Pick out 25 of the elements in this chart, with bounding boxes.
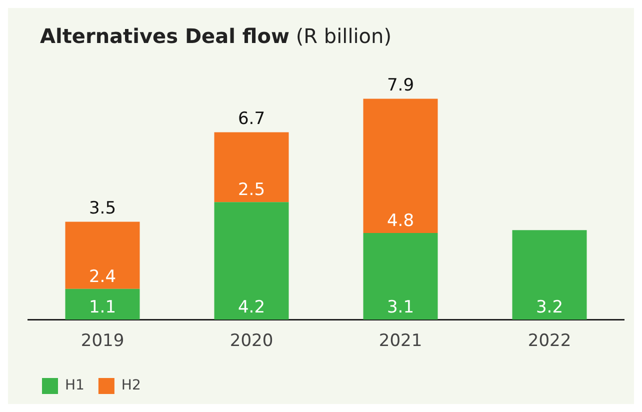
- x-tick-label: 2020: [230, 331, 274, 352]
- total-label: 3.5: [88, 198, 116, 219]
- x-tick-label: 2019: [80, 331, 124, 352]
- x-tick-label: 2021: [378, 331, 422, 352]
- legend-label: H2: [121, 378, 141, 394]
- bar: [363, 98, 438, 233]
- bar: [214, 202, 289, 320]
- data-label: 1.1: [88, 298, 116, 318]
- data-label: 3.1: [386, 298, 414, 318]
- total-label: 7.9: [386, 76, 414, 96]
- bar: [512, 230, 587, 320]
- data-label: 2.5: [238, 180, 266, 200]
- total-label: 6.7: [238, 109, 266, 130]
- bar: [65, 222, 140, 289]
- bar: [65, 288, 140, 320]
- data-label: 4.8: [386, 210, 414, 231]
- data-label: 3.2: [536, 298, 564, 318]
- legend-label: H1: [65, 378, 84, 394]
- chart-title: Alternatives Deal flow: [40, 24, 290, 48]
- data-label: 2.4: [88, 266, 116, 287]
- x-tick-label: 2022: [528, 331, 572, 352]
- data-label: 4.2: [238, 298, 266, 318]
- chart-subtitle: (R billion): [296, 24, 392, 48]
- bar: [363, 232, 438, 320]
- bar: [214, 132, 289, 202]
